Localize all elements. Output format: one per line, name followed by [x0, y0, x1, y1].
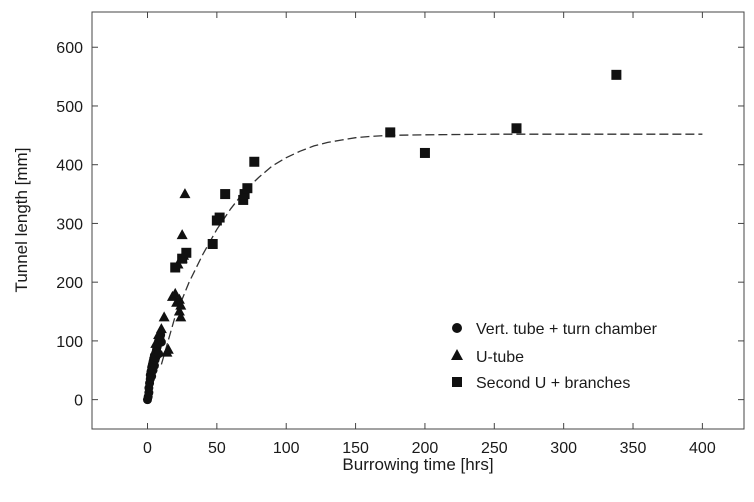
- point-second-u: [385, 127, 396, 138]
- point-u-tube: [179, 188, 191, 199]
- point-second-u: [239, 189, 250, 200]
- x-tick-label: 250: [481, 440, 508, 457]
- tick-labels: 0 50 100 150 200 250 300 350 400 0 100 200 300 400 500…: [56, 40, 716, 457]
- x-tick-label: 300: [550, 440, 577, 457]
- point-second-u: [249, 156, 260, 167]
- x-tick-label: 100: [273, 440, 300, 457]
- x-tick-label: 50: [208, 440, 226, 457]
- legend-label-vert-tube: Vert. tube + turn chamber: [476, 321, 658, 338]
- legend-label-u-tube: U-tube: [476, 349, 524, 366]
- point-second-u: [207, 238, 218, 249]
- y-axis-label: Tunnel length [mm]: [12, 148, 31, 293]
- x-tick-label: 350: [620, 440, 647, 457]
- legend: Vert. tube + turn chamber U-tube Second …: [451, 321, 658, 392]
- point-second-u: [177, 253, 188, 264]
- point-u-tube: [153, 329, 165, 340]
- point-vert-tube: [154, 349, 164, 359]
- y-tick-label: 500: [56, 99, 83, 116]
- y-tick-label: 600: [56, 40, 83, 57]
- y-tick-label: 400: [56, 158, 83, 175]
- point-u-tube: [175, 299, 187, 310]
- point-u-tube: [162, 343, 174, 354]
- y-tick-label: 0: [74, 393, 83, 410]
- point-second-u: [511, 123, 522, 134]
- y-tick-label: 100: [56, 334, 83, 351]
- x-tick-label: 400: [689, 440, 716, 457]
- point-second-u: [238, 194, 249, 205]
- point-u-tube: [175, 311, 187, 322]
- point-u-tube: [173, 305, 185, 316]
- point-u-tube: [173, 293, 185, 304]
- point-u-tube: [176, 229, 188, 240]
- point-u-tube: [169, 287, 181, 298]
- point-second-u: [214, 212, 225, 223]
- point-second-u: [170, 262, 181, 273]
- data-points: [142, 69, 622, 405]
- point-second-u: [611, 69, 622, 80]
- legend-marker-triangle: [451, 349, 463, 360]
- legend-marker-circle: [452, 323, 462, 333]
- point-second-u: [181, 247, 192, 258]
- ticks: [92, 12, 744, 429]
- legend-marker-square: [452, 377, 462, 387]
- x-tick-label: 150: [342, 440, 369, 457]
- point-second-u: [220, 189, 231, 200]
- y-tick-label: 200: [56, 275, 83, 292]
- point-u-tube: [158, 311, 170, 322]
- point-u-tube: [155, 323, 167, 334]
- plot-frame: [91, 11, 745, 430]
- x-tick-label: 0: [143, 440, 152, 457]
- legend-label-second-u: Second U + branches: [476, 375, 630, 392]
- y-tick-label: 300: [56, 216, 83, 233]
- point-second-u: [242, 183, 253, 194]
- point-second-u: [419, 147, 430, 158]
- x-tick-label: 200: [412, 440, 439, 457]
- x-axis-label: Burrowing time [hrs]: [342, 455, 493, 474]
- point-u-tube: [150, 337, 162, 348]
